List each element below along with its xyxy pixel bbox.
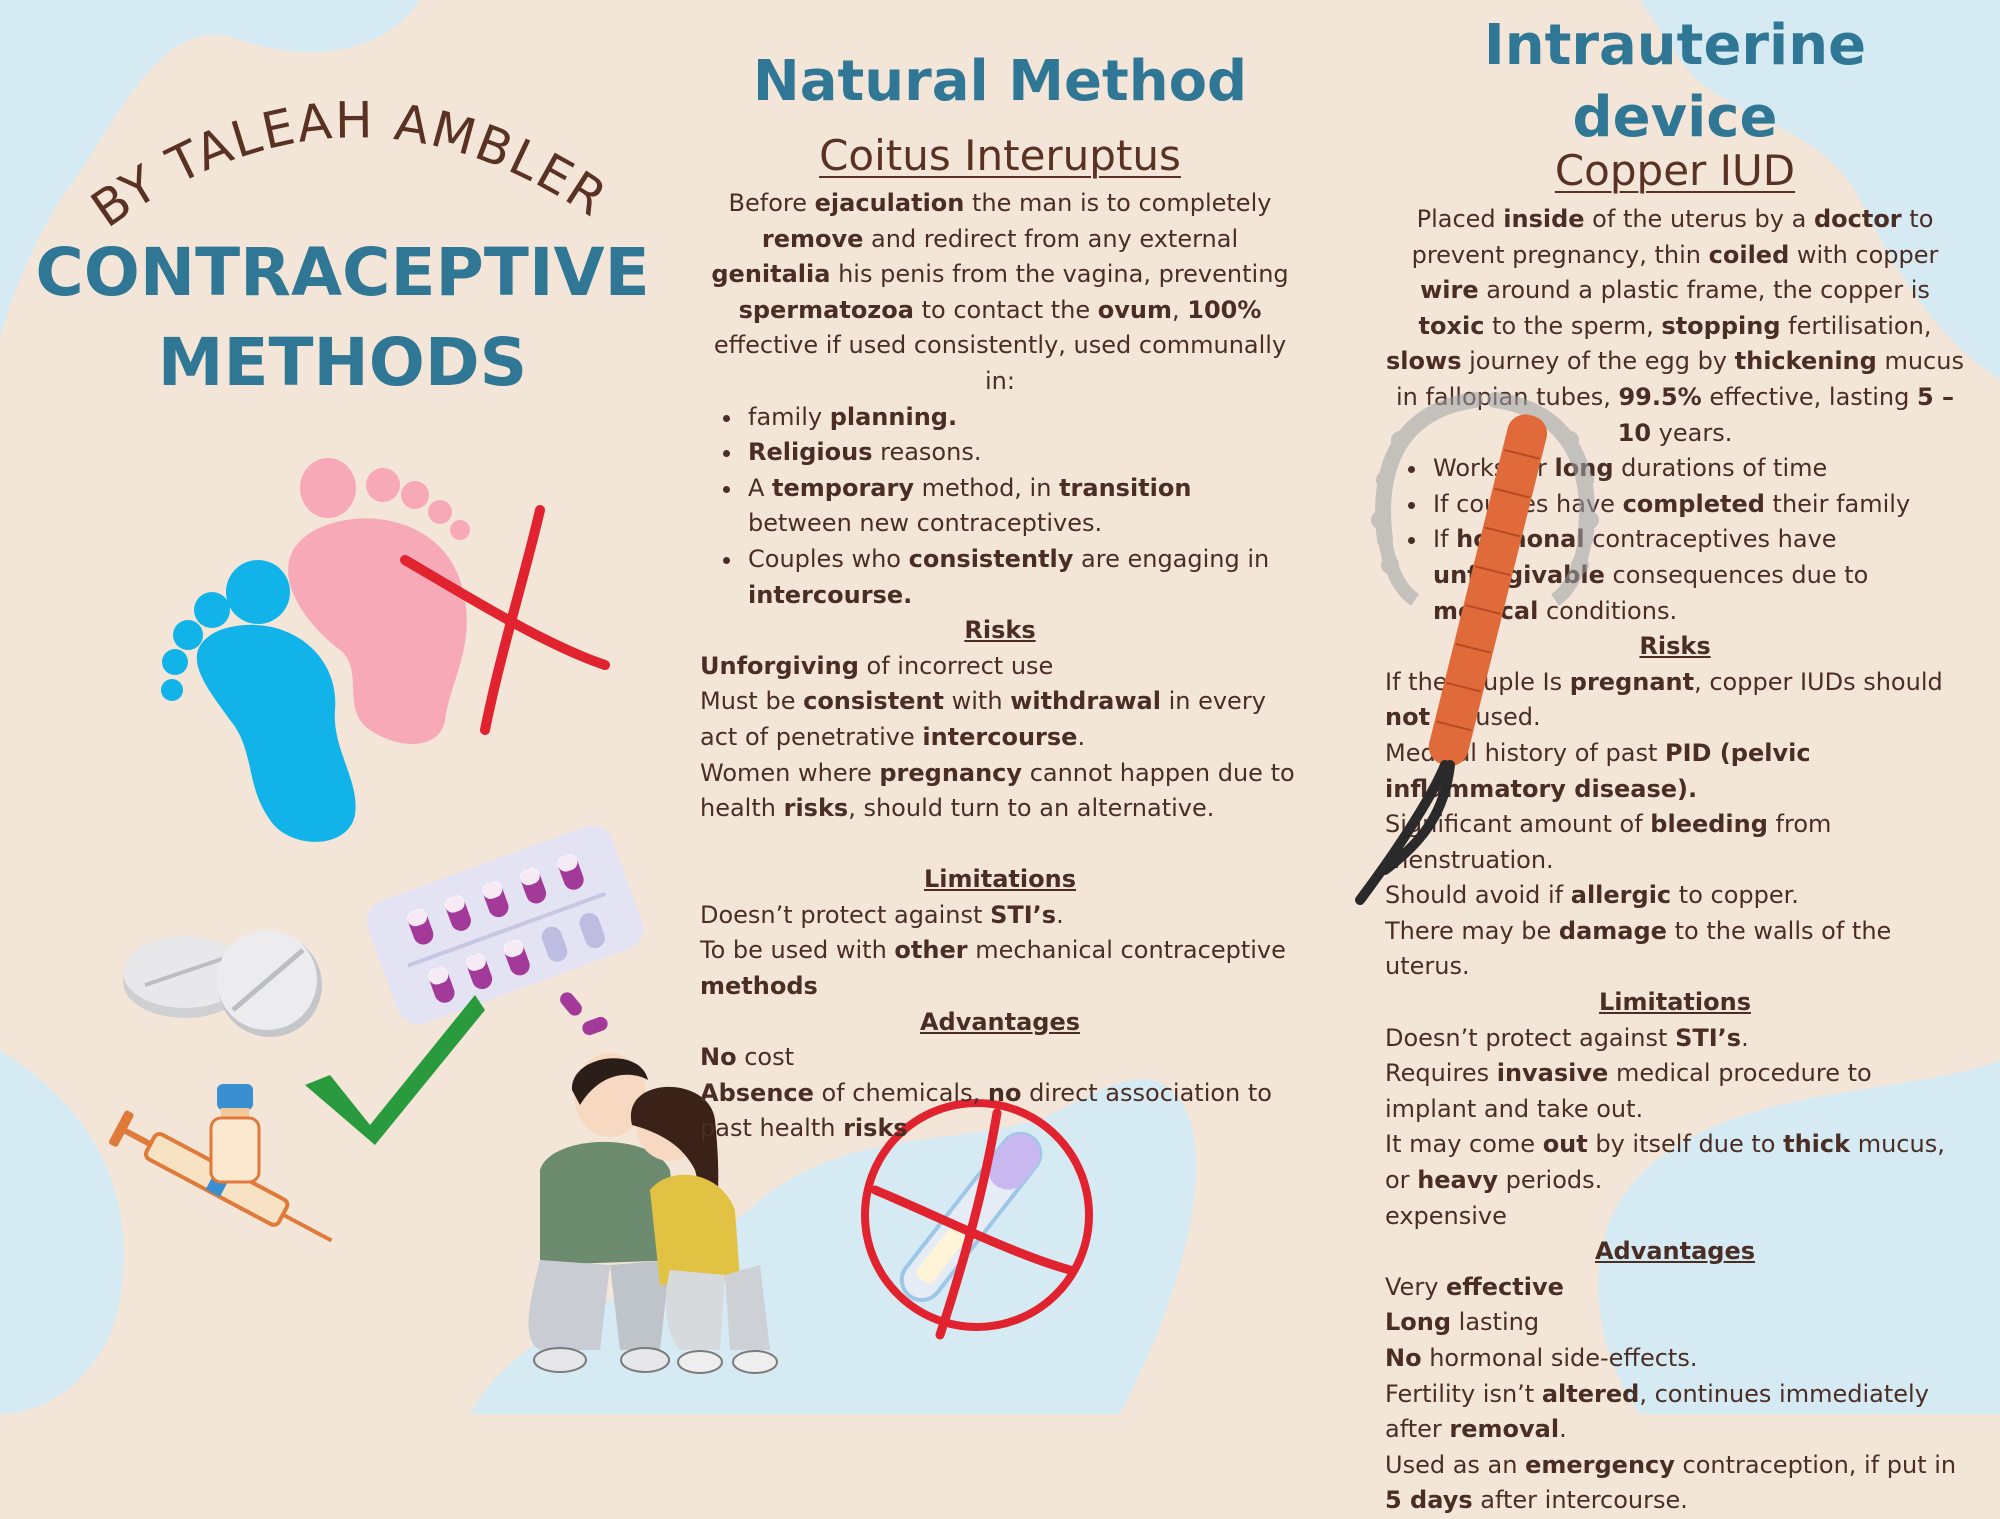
copper-iud-icon bbox=[1355, 392, 1599, 905]
title-line-1: CONTRACEPTIVE bbox=[35, 234, 650, 311]
vial-icon bbox=[209, 1084, 261, 1184]
iud-advantages-heading: Advantages bbox=[1594, 1237, 1756, 1266]
text-line: Long lasting bbox=[1385, 1308, 1540, 1337]
no-pregnancy-test-icon bbox=[861, 1099, 1093, 1340]
iud-risks-heading: Risks bbox=[1639, 632, 1711, 661]
spacer bbox=[700, 827, 1300, 863]
iud-uses-list: Works for long durations of timeIf coupl… bbox=[1385, 451, 1965, 629]
list-item: Couples who consistently are engaging in… bbox=[744, 542, 1300, 613]
natural-intro: Before ejaculation the man is to complet… bbox=[711, 189, 1289, 395]
main-title: CONTRACEPTIVE METHODS bbox=[30, 228, 655, 408]
natural-method-subheading: Coitus Interuptus bbox=[819, 131, 1181, 180]
text-line: It may come out by itself due to thick m… bbox=[1385, 1130, 1945, 1195]
natural-method-panel: Natural Method Coitus Interuptus Before … bbox=[700, 40, 1300, 1147]
byline-arc: BY TALEAH AMBLER bbox=[81, 91, 618, 238]
iud-heading: Intrauterine device bbox=[1483, 13, 1867, 150]
text-line: Women where pregnancy cannot happen due … bbox=[700, 758, 1295, 823]
text-line: No hormonal side-effects. bbox=[1385, 1344, 1698, 1372]
baby-feet-icon bbox=[161, 458, 470, 842]
list-item: If hormonal contraceptives have unforgiv… bbox=[1429, 522, 1965, 629]
text-line: Unforgiving of incorrect use bbox=[700, 651, 1054, 680]
tablets-icon bbox=[123, 930, 322, 1037]
text-line: Absence of chemicals, no direct associat… bbox=[700, 1078, 1272, 1143]
natural-method-heading: Natural Method bbox=[752, 49, 1248, 114]
svg-text:BY TALEAH AMBLER: BY TALEAH AMBLER bbox=[81, 91, 618, 238]
list-item: Religious reasons. bbox=[744, 435, 1300, 471]
iud-intro: Placed inside of the uterus by a doctor … bbox=[1386, 205, 1964, 447]
iud-limitations: Doesn’t protect against STI’s. Requires i… bbox=[1385, 1021, 1965, 1235]
text-line: Doesn’t protect against STI’s. bbox=[1385, 1023, 1749, 1052]
couple-illustration bbox=[528, 1053, 778, 1374]
iud-subheading: Copper IUD bbox=[1554, 146, 1796, 195]
title-line-2: METHODS bbox=[157, 324, 528, 401]
text-line: Requires invasive medical procedure to i… bbox=[1385, 1059, 1872, 1123]
natural-advantages-heading: Advantages bbox=[919, 1007, 1081, 1036]
green-check-icon bbox=[305, 995, 485, 1145]
iud-advantages: Very effective Long lasting No hormonal si… bbox=[1385, 1270, 1965, 1519]
text-line: Should avoid if allergic to copper. bbox=[1385, 881, 1799, 910]
text-line: To be used with other mechanical contrac… bbox=[700, 936, 1286, 1001]
text-line: There may be damage to the walls of the … bbox=[1385, 916, 1892, 981]
list-item: family planning. bbox=[744, 400, 1300, 436]
list-item: A temporary method, in transition betwee… bbox=[744, 471, 1300, 542]
natural-risks-heading: Risks bbox=[964, 616, 1036, 645]
natural-advantages: No cost Absence of chemicals, no direct a… bbox=[700, 1040, 1300, 1147]
text-line: Very effective bbox=[1385, 1272, 1564, 1301]
text-line: Used as an emergency contraception, if p… bbox=[1385, 1450, 1957, 1515]
red-cross-icon bbox=[400, 505, 610, 735]
loose-capsules-icon bbox=[560, 992, 608, 1036]
text-line: Must be consistent with withdrawal in ev… bbox=[700, 687, 1266, 751]
natural-uses-list: family planning.Religious reasons.A temp… bbox=[700, 400, 1300, 614]
natural-limitations-heading: Limitations bbox=[924, 865, 1076, 894]
text-line: Significant amount of bleeding from mens… bbox=[1385, 810, 1832, 874]
text-line: Doesn’t protect against STI’s. bbox=[700, 900, 1064, 929]
iud-limitations-heading: Limitations bbox=[1599, 988, 1751, 1017]
text-line: expensive bbox=[1385, 1201, 1507, 1230]
text-line: No cost bbox=[700, 1043, 794, 1072]
text-line: Fertility isn’t altered, continues immed… bbox=[1385, 1379, 1929, 1444]
natural-risks: Unforgiving of incorrect use Must be cons… bbox=[700, 649, 1300, 827]
list-item: If couples have completed their family bbox=[1429, 487, 1965, 523]
byline: BY TALEAH AMBLER bbox=[81, 91, 616, 238]
natural-limitations: Doesn’t protect against STI’s. To be used… bbox=[700, 898, 1300, 1005]
pill-blister-icon bbox=[366, 825, 644, 1025]
